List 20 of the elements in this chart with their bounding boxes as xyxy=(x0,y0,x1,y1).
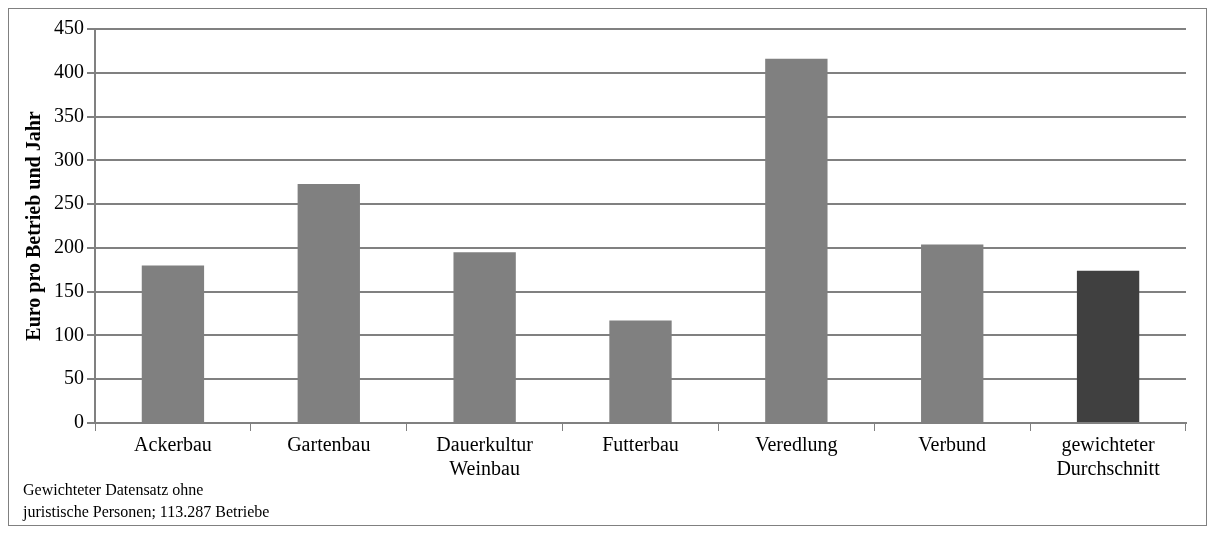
y-tick-label: 350 xyxy=(54,103,84,126)
y-tick-label: 300 xyxy=(54,147,84,170)
y-tick-label: 150 xyxy=(54,278,84,301)
x-tick-label: Ackerbau xyxy=(134,433,212,456)
x-tick-label: Futterbau xyxy=(602,433,679,456)
y-tick-label: 200 xyxy=(54,235,84,258)
x-tick-label: Gartenbau xyxy=(287,433,371,456)
y-axis-title: Euro pro Betrieb und Jahr xyxy=(22,111,46,341)
y-tick-label: 100 xyxy=(54,322,84,345)
x-tick-label: Verbund xyxy=(918,433,987,456)
bar xyxy=(1076,270,1140,422)
x-tick-label: gewichteter Durchschnitt xyxy=(1056,433,1161,480)
y-tick-label: 0 xyxy=(74,410,84,433)
x-tick-label: Dauerkultur Weinbau xyxy=(436,433,534,480)
x-tick-label: Veredlung xyxy=(755,433,838,457)
y-tick-label: 250 xyxy=(54,191,84,214)
y-tick-label: 400 xyxy=(54,60,84,83)
text: Gewichteter Datensatz ohne juristische Personen; 113.287 Betriebe xyxy=(23,480,271,523)
y-tick-label: 50 xyxy=(64,366,84,389)
y-tick-label: 450 xyxy=(54,16,84,39)
